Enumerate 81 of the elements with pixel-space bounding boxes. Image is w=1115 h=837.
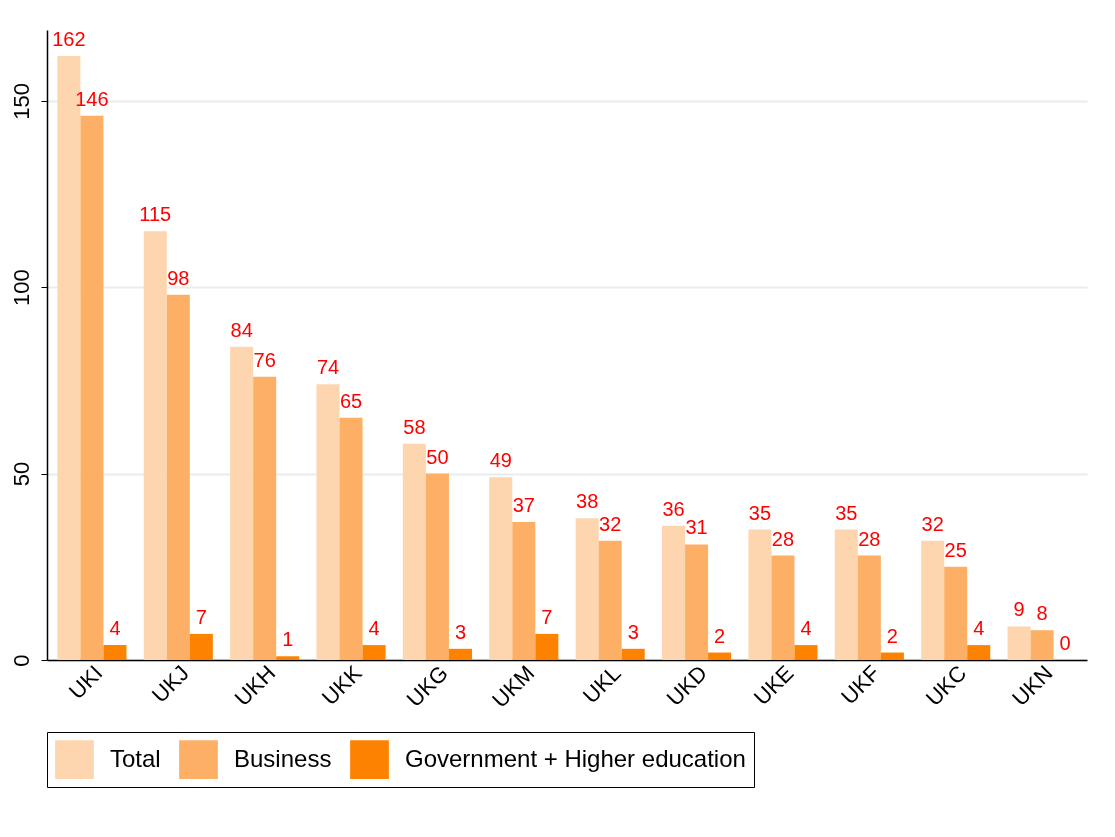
data-label: 31 (685, 516, 708, 539)
bar (944, 566, 968, 660)
data-label: 4 (973, 617, 985, 640)
data-label: 9 (1013, 598, 1025, 621)
bar (512, 522, 536, 660)
bar (189, 633, 213, 660)
x-tick-label: UKI (63, 660, 108, 704)
data-label: 35 (748, 501, 772, 524)
legend-label: Business (234, 744, 332, 772)
data-label: 2 (714, 624, 726, 647)
data-label: 32 (921, 512, 944, 535)
bar (794, 645, 818, 660)
data-label: 3 (454, 620, 467, 643)
data-label: 32 (599, 512, 622, 535)
legend-label: Government + Higher education (405, 744, 746, 772)
data-label: 4 (368, 617, 380, 640)
data-label: 65 (339, 389, 363, 412)
x-tick-label: UKL (577, 660, 626, 709)
y-tick-label: 0 (8, 654, 34, 667)
data-label: 162 (52, 28, 86, 51)
y-tick-label: 150 (8, 82, 34, 120)
bar (921, 540, 945, 660)
bar (448, 648, 472, 660)
data-label: 74 (316, 356, 340, 379)
data-label: 28 (771, 527, 795, 550)
bar (880, 652, 904, 660)
data-label: 49 (489, 449, 512, 472)
x-tick-label: UKJ (146, 660, 194, 708)
bar (535, 633, 559, 660)
data-label: 38 (576, 490, 599, 513)
data-label: 4 (109, 617, 121, 640)
bar (425, 473, 449, 660)
bar (316, 384, 340, 660)
data-label: 84 (230, 318, 253, 341)
bar (857, 555, 881, 660)
data-label: 7 (541, 605, 553, 628)
data-label: 146 (75, 87, 109, 110)
bar (339, 417, 363, 660)
bar (362, 645, 386, 660)
bar (166, 294, 190, 660)
y-tick-label: 50 (8, 461, 34, 487)
bar (621, 648, 645, 660)
bar (685, 544, 709, 660)
bar (708, 652, 732, 660)
data-label: 35 (835, 501, 858, 524)
y-tick-label: 100 (8, 269, 34, 307)
data-label: 50 (426, 445, 449, 468)
data-label: 28 (858, 527, 881, 550)
bar (489, 477, 513, 660)
bar (1030, 630, 1054, 660)
bar (230, 346, 254, 660)
data-label: 8 (1036, 602, 1048, 625)
bar (834, 529, 858, 660)
data-label: 4 (800, 617, 812, 640)
bar (276, 656, 300, 660)
data-label: 115 (139, 203, 172, 226)
bar (967, 645, 991, 660)
bar (1007, 626, 1031, 660)
bar (748, 529, 772, 660)
data-label: 7 (195, 605, 207, 628)
bar (80, 115, 104, 660)
data-label: 1 (282, 628, 294, 651)
data-label: 37 (512, 494, 535, 517)
bar (143, 231, 167, 660)
bar (103, 645, 127, 660)
data-label: 3 (627, 620, 639, 643)
bar (598, 540, 622, 660)
bar (253, 376, 277, 660)
bar (771, 555, 795, 660)
bar (662, 525, 686, 660)
data-label: 2 (886, 624, 898, 647)
data-label: 25 (944, 538, 967, 561)
bar (402, 443, 426, 660)
data-label: 76 (253, 348, 276, 371)
bar (575, 518, 599, 660)
legend-label: Total (110, 744, 161, 772)
data-label: 0 (1059, 632, 1071, 654)
data-label: 98 (167, 266, 190, 289)
x-tick-label: UKD (661, 660, 713, 711)
data-label: 36 (662, 497, 685, 520)
data-label: 58 (403, 415, 426, 438)
